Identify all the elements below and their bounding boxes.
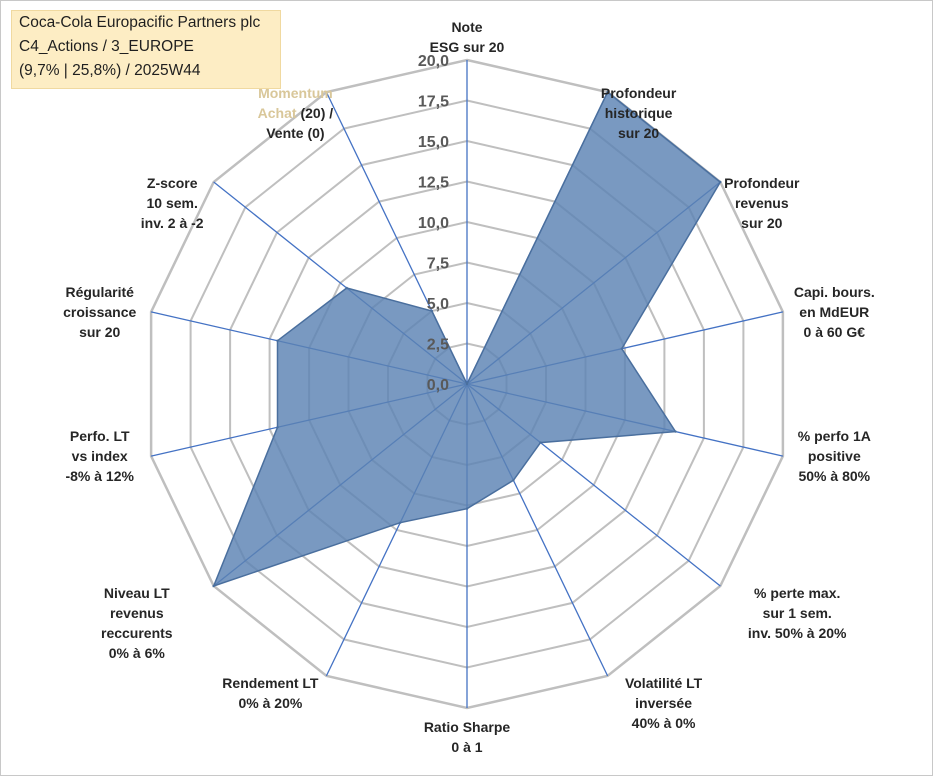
tick-label-8: 20,0 [418,53,449,70]
axis-label-4: % perfo 1A positive 50% à 80% [798,428,871,484]
axis-label-6: Volatilité LT inversée 40% à 0% [625,675,703,731]
data-point-6 [512,479,515,482]
label-layer: Note ESG sur 20 Profondeur historique sur 20… [63,19,875,755]
tick-label-6: 15,0 [418,134,449,151]
title-line-2: C4_Actions / 3_EUROPE [19,38,194,55]
data-layer [212,90,722,588]
tick-layer: 0,0 2,5 5,0 7,5 10,0 12,5 15,0 17,5 20,0 [418,53,449,394]
tick-label-1: 2,5 [427,337,449,354]
data-point-0 [465,382,469,386]
axis-label-1: Profondeur historique sur 20 [601,85,677,141]
tick-label-7: 17,5 [418,94,449,111]
axis-label-9: Niveau LT revenus reccurents 0% à 6% [101,585,173,661]
data-point-13 [430,309,434,313]
axis-label-13: Momentum Achat (20) / Vente (0) [258,85,334,141]
axis-label-3: Capi. bours. en MdEUR 0 à 60 G€ [794,284,875,340]
tick-label-4: 10,0 [418,215,449,232]
axis-label-12: Z-score 10 sem. inv. 2 à -2 [141,175,204,231]
axis-label-8: Rendement LT 0% à 20% [222,675,319,711]
data-point-4 [674,430,677,433]
axis-label-2: Profondeur revenus sur 20 [724,175,800,231]
data-point-5 [539,441,542,444]
data-point-1 [606,90,609,94]
data-point-11 [276,339,279,342]
tick-label-2: 5,0 [427,296,449,313]
axis-label-11: Régularité croissance sur 20 [63,284,136,340]
title-box: Coca-Cola Europacific Partners plc C4_Ac… [11,10,281,89]
tick-label-3: 7,5 [427,256,449,273]
axis-label-7: Ratio Sharpe 0 à 1 [424,719,511,755]
data-point-3 [620,347,623,350]
data-point-10 [276,426,279,429]
data-point-8 [399,521,402,524]
title-line-3: (9,7% | 25,8%) / 2025W44 [19,62,201,79]
data-point-2 [719,180,722,184]
tick-label-0: 0,0 [427,377,449,394]
axis-label-10: Perfo. LT vs index -8% à 12% [65,428,134,484]
data-point-9 [212,584,215,588]
data-point-7 [465,507,469,510]
tick-label-5: 12,5 [418,175,449,192]
axis-label-0: Note ESG sur 20 [430,19,505,55]
data-point-12 [345,286,348,290]
title-line-1: Coca-Cola Europacific Partners plc [19,14,261,31]
axis-label-5: % perte max. sur 1 sem. inv. 50% à 20% [748,585,847,641]
